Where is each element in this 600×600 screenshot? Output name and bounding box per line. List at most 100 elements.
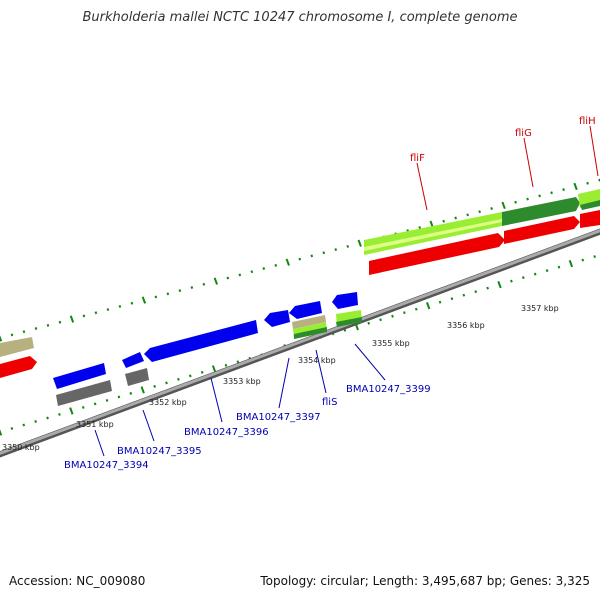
minor-tick — [450, 297, 454, 301]
major-tick — [501, 201, 506, 210]
minor-tick — [10, 333, 14, 337]
minor-tick — [510, 279, 513, 283]
gene-arrow-fliG-green[interactable] — [502, 197, 580, 226]
forward-strand-features — [0, 189, 600, 378]
minor-tick — [454, 216, 458, 220]
kbp-label: 3355 kbp — [372, 339, 410, 348]
minor-tick — [310, 254, 314, 258]
minor-tick — [10, 427, 14, 430]
minor-tick — [466, 213, 470, 217]
minor-tick — [262, 267, 266, 271]
minor-tick — [298, 257, 302, 261]
gene-label-fliG[interactable]: fliG — [515, 128, 532, 139]
minor-tick — [226, 276, 230, 280]
minor-tick — [178, 289, 182, 293]
gene-arrow-fliS[interactable] — [289, 301, 322, 319]
gene-label-3395[interactable]: BMA10247_3395 — [117, 446, 202, 457]
gene-label-3394[interactable]: BMA10247_3394 — [64, 460, 149, 471]
minor-tick — [177, 377, 180, 381]
minor-tick — [526, 197, 529, 201]
gene-arrow-fliS-khaki[interactable] — [292, 315, 326, 329]
gene-arrow-fliF-stripe — [364, 219, 502, 251]
gene-label-fliH[interactable]: fliH — [579, 116, 596, 127]
gene-arrow-red-fliG[interactable] — [504, 216, 580, 244]
minor-tick — [586, 181, 589, 185]
minor-tick — [334, 248, 338, 252]
gene-label-3399[interactable]: BMA10247_3399 — [346, 384, 431, 395]
minor-tick — [550, 191, 553, 195]
minor-tick — [154, 295, 158, 299]
minor-tick — [581, 258, 585, 262]
minor-tick — [34, 419, 38, 423]
gene-arrow-3396[interactable] — [144, 320, 258, 362]
major-tick — [357, 239, 362, 247]
gene-arrow-3394-gray[interactable] — [56, 380, 112, 406]
major-tick — [141, 296, 147, 304]
gene-label-fliS[interactable]: fliS — [322, 397, 337, 408]
major-tick — [0, 335, 3, 342]
minor-tick — [188, 374, 192, 378]
label-leader-lines — [94, 125, 599, 457]
minor-tick — [82, 314, 86, 318]
kbp-label: 3352 kbp — [149, 398, 187, 407]
gene-label-3396[interactable]: BMA10247_3396 — [184, 427, 269, 438]
minor-tick — [533, 272, 537, 276]
minor-tick — [414, 307, 418, 311]
kbp-labels: 3350 kbp 3351 kbp 3352 kbp 3353 kbp 3354… — [2, 304, 559, 452]
reverse-strand-features — [53, 292, 362, 406]
minor-tick — [202, 282, 206, 286]
major-tick — [69, 315, 75, 323]
gene-arrow-red-fliH[interactable] — [580, 210, 600, 228]
topology-summary: Topology: circular; Length: 3,495,687 bp… — [260, 574, 590, 588]
kbp-label: 3351 kbp — [76, 420, 114, 429]
minor-tick — [274, 263, 278, 267]
minor-tick — [58, 412, 61, 416]
major-tick — [140, 386, 145, 394]
backbone-line-highlight — [0, 229, 600, 455]
kbp-label: 3350 kbp — [2, 443, 40, 452]
gene-arrow-3394[interactable] — [53, 363, 106, 389]
minor-tick — [130, 301, 134, 305]
minor-tick — [486, 286, 489, 290]
gene-arrow-3395[interactable] — [122, 352, 144, 368]
minor-tick — [521, 276, 525, 280]
gene-arrow-3399-green[interactable] — [336, 317, 362, 327]
minor-tick — [200, 370, 204, 374]
kbp-label: 3353 kbp — [223, 377, 261, 386]
minor-tick — [593, 255, 597, 259]
minor-tick — [474, 290, 478, 294]
minor-tick — [22, 423, 26, 427]
gene-arrow-3399[interactable] — [332, 292, 358, 309]
minor-tick — [391, 314, 394, 318]
minor-tick — [58, 320, 62, 324]
minor-tick — [462, 293, 466, 297]
gene-label-3397[interactable]: BMA10247_3397 — [236, 412, 321, 423]
gene-arrow-khaki-left[interactable] — [0, 337, 34, 357]
minor-tick — [166, 292, 170, 296]
minor-tick — [322, 251, 326, 255]
major-tick — [285, 258, 290, 266]
accession-label: Accession: NC_009080 — [9, 574, 146, 588]
minor-tick — [106, 308, 110, 312]
major-tick — [0, 429, 3, 436]
minor-tick — [34, 327, 38, 331]
gene-arrow-red-fliF[interactable] — [369, 233, 505, 275]
gene-arrow-red-left[interactable] — [0, 356, 37, 378]
minor-tick — [562, 188, 565, 192]
gene-arrow-fliH-green[interactable] — [580, 200, 600, 210]
gene-arrow-3395-gray[interactable] — [125, 368, 149, 386]
gene-label-fliF[interactable]: fliF — [410, 153, 425, 164]
gene-arrow-fliS-green[interactable] — [294, 327, 327, 339]
minor-tick — [418, 226, 422, 229]
kbp-label: 3354 kbp — [298, 356, 336, 365]
minor-tick — [442, 219, 446, 223]
kbp-label: 3356 kbp — [447, 321, 485, 330]
minor-tick — [403, 311, 406, 315]
minor-tick — [93, 402, 97, 406]
major-tick — [497, 281, 502, 289]
minor-tick — [478, 210, 482, 214]
gene-arrow-3397[interactable] — [264, 310, 290, 327]
minor-tick — [250, 270, 254, 274]
minor-tick — [118, 304, 122, 308]
minor-tick — [190, 286, 194, 289]
